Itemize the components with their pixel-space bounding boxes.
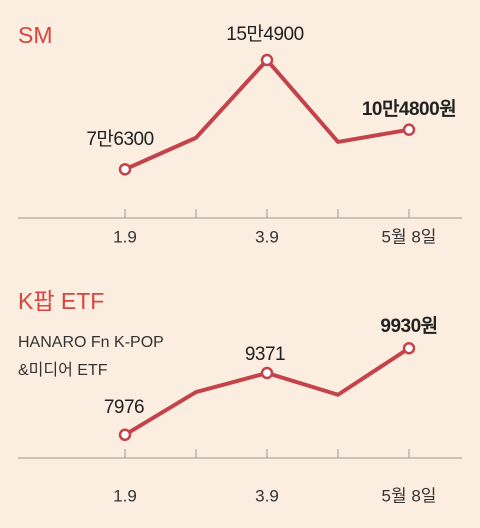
point xyxy=(118,428,132,442)
value-label: 7만6300 xyxy=(86,128,153,150)
value-label: 9930원 xyxy=(380,315,437,337)
point xyxy=(118,163,132,176)
chart-title: K팝 ETF xyxy=(18,288,104,314)
x-tick-label: 3.9 xyxy=(255,227,279,246)
subtitle: &미디어 ETF xyxy=(18,361,108,379)
x-tick-label: 1.9 xyxy=(113,486,137,505)
x-tick-label: 1.9 xyxy=(113,227,137,246)
point xyxy=(260,366,274,380)
point xyxy=(402,341,416,355)
x-tick-label: 3.9 xyxy=(255,486,279,505)
value-label: 7976 xyxy=(104,397,144,418)
chart-title: SM xyxy=(18,22,53,48)
x-tick-label: 5월 8일 xyxy=(382,227,437,246)
x-tick-label: 5월 8일 xyxy=(382,486,437,505)
value-label: 9371 xyxy=(245,344,285,365)
value-label: 10만4800원 xyxy=(362,98,456,120)
subtitle: HANARO Fn K-POP xyxy=(18,334,164,351)
point xyxy=(402,123,416,136)
value-label: 15만4900 xyxy=(226,23,303,45)
point xyxy=(260,53,274,67)
